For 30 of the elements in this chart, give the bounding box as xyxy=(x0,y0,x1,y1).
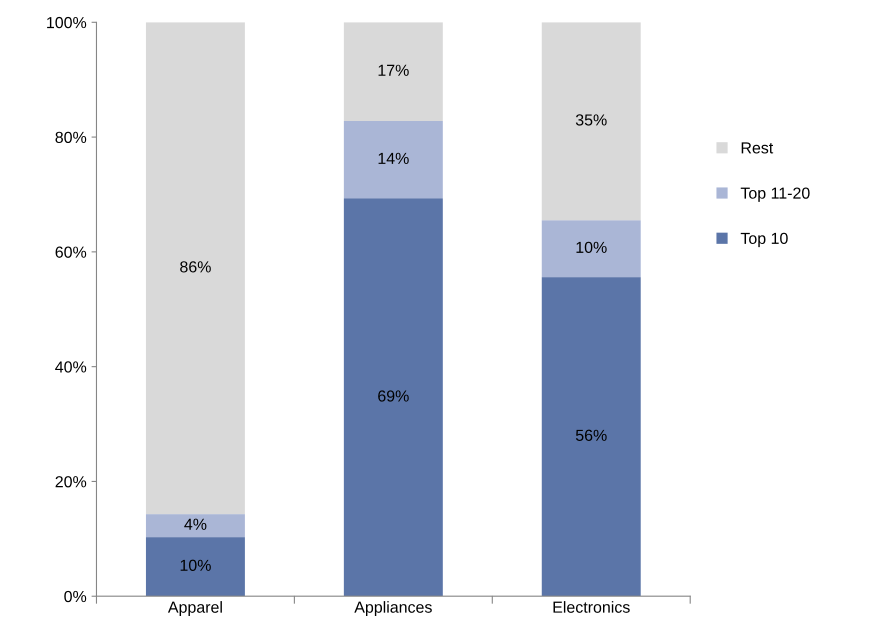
x-tick-label: Appliances xyxy=(354,601,432,616)
legend-label: Rest xyxy=(742,142,774,154)
bar xyxy=(344,22,443,122)
data-label: 14% xyxy=(378,152,409,164)
y-tick-label: 40% xyxy=(55,361,86,373)
legend-label: Top 10 xyxy=(740,232,788,248)
bar xyxy=(542,277,641,596)
x-tick-label: Apparel xyxy=(168,601,222,616)
y-tick-label: 0% xyxy=(64,590,86,602)
bar xyxy=(344,198,443,596)
data-label: 4% xyxy=(184,518,206,530)
bar xyxy=(146,22,245,514)
y-tick-label: 60% xyxy=(56,246,86,258)
bar xyxy=(344,121,443,198)
data-label: 35% xyxy=(576,114,607,126)
y-tick-label: 100% xyxy=(47,16,86,28)
x-tick-label: Electronics xyxy=(554,601,630,613)
data-label: 10% xyxy=(576,242,607,253)
legend-label: Top 11-20 xyxy=(740,187,810,202)
data-label: 69% xyxy=(378,390,409,402)
data-label: 17% xyxy=(378,64,409,76)
bar xyxy=(542,220,641,278)
bar xyxy=(146,514,245,538)
data-label: 86% xyxy=(180,261,211,273)
data-label: 56% xyxy=(576,430,607,441)
y-tick-label: 80% xyxy=(55,132,86,144)
bar xyxy=(146,537,245,596)
data-label: 10% xyxy=(180,560,211,571)
bar xyxy=(542,22,641,220)
y-tick-label: 20% xyxy=(56,476,86,488)
